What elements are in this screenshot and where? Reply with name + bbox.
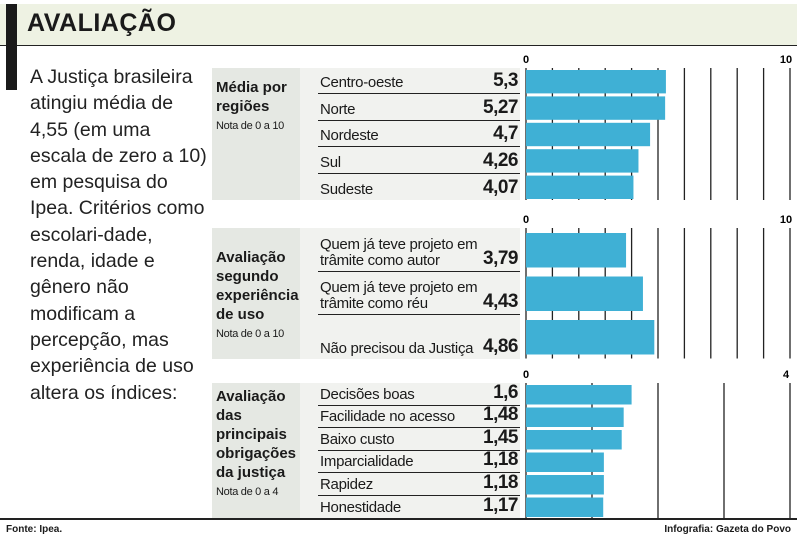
rows-bg bbox=[300, 383, 520, 518]
table-row: Imparcialidade 1,18 bbox=[318, 449, 520, 473]
value-label: 4,43 bbox=[483, 291, 518, 312]
accent-bar bbox=[6, 4, 17, 90]
category-label: Nordeste bbox=[320, 127, 379, 145]
value-label: 1,45 bbox=[483, 426, 518, 448]
axis-tick-label: 10 bbox=[780, 54, 792, 66]
category-label: Quem já teve projeto em trâmite como réu bbox=[320, 279, 478, 312]
value-label: 1,18 bbox=[483, 471, 518, 493]
table-row: Não precisou da Justiça 4,86 bbox=[318, 315, 520, 359]
panel-label: Média por regiões Nota de 0 a 10 bbox=[212, 68, 300, 200]
chart-panel: Avaliação segundo experiência de uso Nota… bbox=[212, 228, 520, 359]
credit-text: Infografia: Gazeta do Povo bbox=[664, 524, 791, 535]
category-label: Centro-oeste bbox=[320, 74, 404, 92]
table-row: Honestidade 1,17 bbox=[318, 495, 520, 519]
rows-bg bbox=[300, 68, 520, 200]
axis-tick-label: 0 bbox=[523, 214, 529, 226]
table-row: Decisões boas 1,6 bbox=[318, 381, 520, 406]
bar bbox=[526, 475, 604, 495]
table-row: Facilidade no acesso 1,48 bbox=[318, 404, 520, 428]
rows-bg bbox=[300, 228, 520, 359]
table-row: Norte 5,27 bbox=[318, 94, 520, 121]
axis-tick-label: 0 bbox=[523, 54, 529, 66]
source-text: Fonte: Ipea. bbox=[6, 524, 63, 535]
intro-text: A Justiça brasileira atingiu média de 4,… bbox=[30, 66, 207, 404]
chart-title: Avaliação das principais obrigações da j… bbox=[216, 388, 297, 481]
chart-panel: Média por regiões Nota de 0 a 10 bbox=[212, 68, 520, 200]
chart-subtitle: Nota de 0 a 4 bbox=[216, 486, 279, 498]
bar bbox=[526, 407, 624, 427]
value-label: 5,3 bbox=[493, 70, 518, 92]
value-label: 4,07 bbox=[483, 176, 518, 198]
table-row: Baixo custo 1,45 bbox=[318, 426, 520, 451]
bar bbox=[526, 430, 622, 450]
value-label: 1,48 bbox=[483, 404, 518, 425]
chart-title: Avaliação segundo experiência de uso bbox=[216, 249, 299, 323]
bar bbox=[526, 452, 604, 472]
axis-tick-label: 10 bbox=[780, 214, 792, 226]
bar bbox=[526, 497, 604, 517]
footer-rule bbox=[0, 518, 797, 520]
bar bbox=[526, 122, 651, 147]
chart-panel: Avaliação das principais obrigações da j… bbox=[212, 383, 520, 518]
value-label: 1,6 bbox=[493, 381, 518, 403]
value-label: 3,79 bbox=[483, 247, 518, 269]
header-band bbox=[0, 4, 797, 46]
category-label: Imparcialidade bbox=[320, 453, 414, 470]
chart-subtitle: Nota de 0 a 10 bbox=[216, 120, 284, 132]
table-row: Quem já teve projeto em trâmite como réu… bbox=[318, 272, 520, 315]
category-label: Norte bbox=[320, 100, 356, 118]
value-label: 1,18 bbox=[483, 449, 518, 470]
table-row: Sudeste 4,07 bbox=[318, 174, 520, 200]
bar bbox=[526, 175, 634, 199]
category-label: Baixo custo bbox=[320, 430, 395, 448]
value-label: 5,27 bbox=[483, 96, 518, 118]
category-label: Não precisou da Justiça bbox=[320, 339, 474, 357]
page-title: AVALIAÇÃO bbox=[27, 9, 177, 37]
axis-tick-label: 4 bbox=[783, 369, 790, 381]
bar bbox=[526, 385, 632, 405]
category-label: Honestidade bbox=[320, 499, 401, 516]
table-row: Centro-oeste 5,3 bbox=[318, 68, 520, 95]
category-label: Facilidade no acesso bbox=[320, 408, 455, 425]
category-label: Rapidez bbox=[320, 475, 373, 493]
value-label: 4,86 bbox=[483, 335, 518, 357]
value-label: 4,26 bbox=[483, 149, 518, 171]
panel-label: Avaliação das principais obrigações da j… bbox=[212, 383, 300, 518]
table-row: Sul 4,26 bbox=[318, 147, 520, 174]
bar bbox=[526, 320, 655, 355]
bar bbox=[526, 96, 666, 120]
chart-subtitle: Nota de 0 a 10 bbox=[216, 328, 284, 340]
value-label: 4,7 bbox=[493, 123, 518, 145]
panel-label: Avaliação segundo experiência de uso Nota… bbox=[212, 228, 300, 359]
bar bbox=[526, 233, 627, 268]
category-label: Decisões boas bbox=[320, 385, 415, 403]
category-label: Sul bbox=[320, 153, 341, 171]
category-label: Sudeste bbox=[320, 180, 373, 198]
axis-tick-label: 0 bbox=[523, 369, 529, 381]
bar bbox=[526, 149, 639, 173]
bar bbox=[526, 276, 643, 311]
category-label: Quem já teve projeto em trâmite como aut… bbox=[320, 235, 478, 269]
table-row: Nordeste 4,7 bbox=[318, 121, 520, 148]
table-row: Rapidez 1,18 bbox=[318, 471, 520, 496]
bar bbox=[526, 70, 666, 94]
table-row: Quem já teve projeto em trâmite como aut… bbox=[318, 228, 520, 272]
value-label: 1,17 bbox=[483, 495, 518, 516]
chart-title: Média por regiões bbox=[216, 79, 287, 115]
